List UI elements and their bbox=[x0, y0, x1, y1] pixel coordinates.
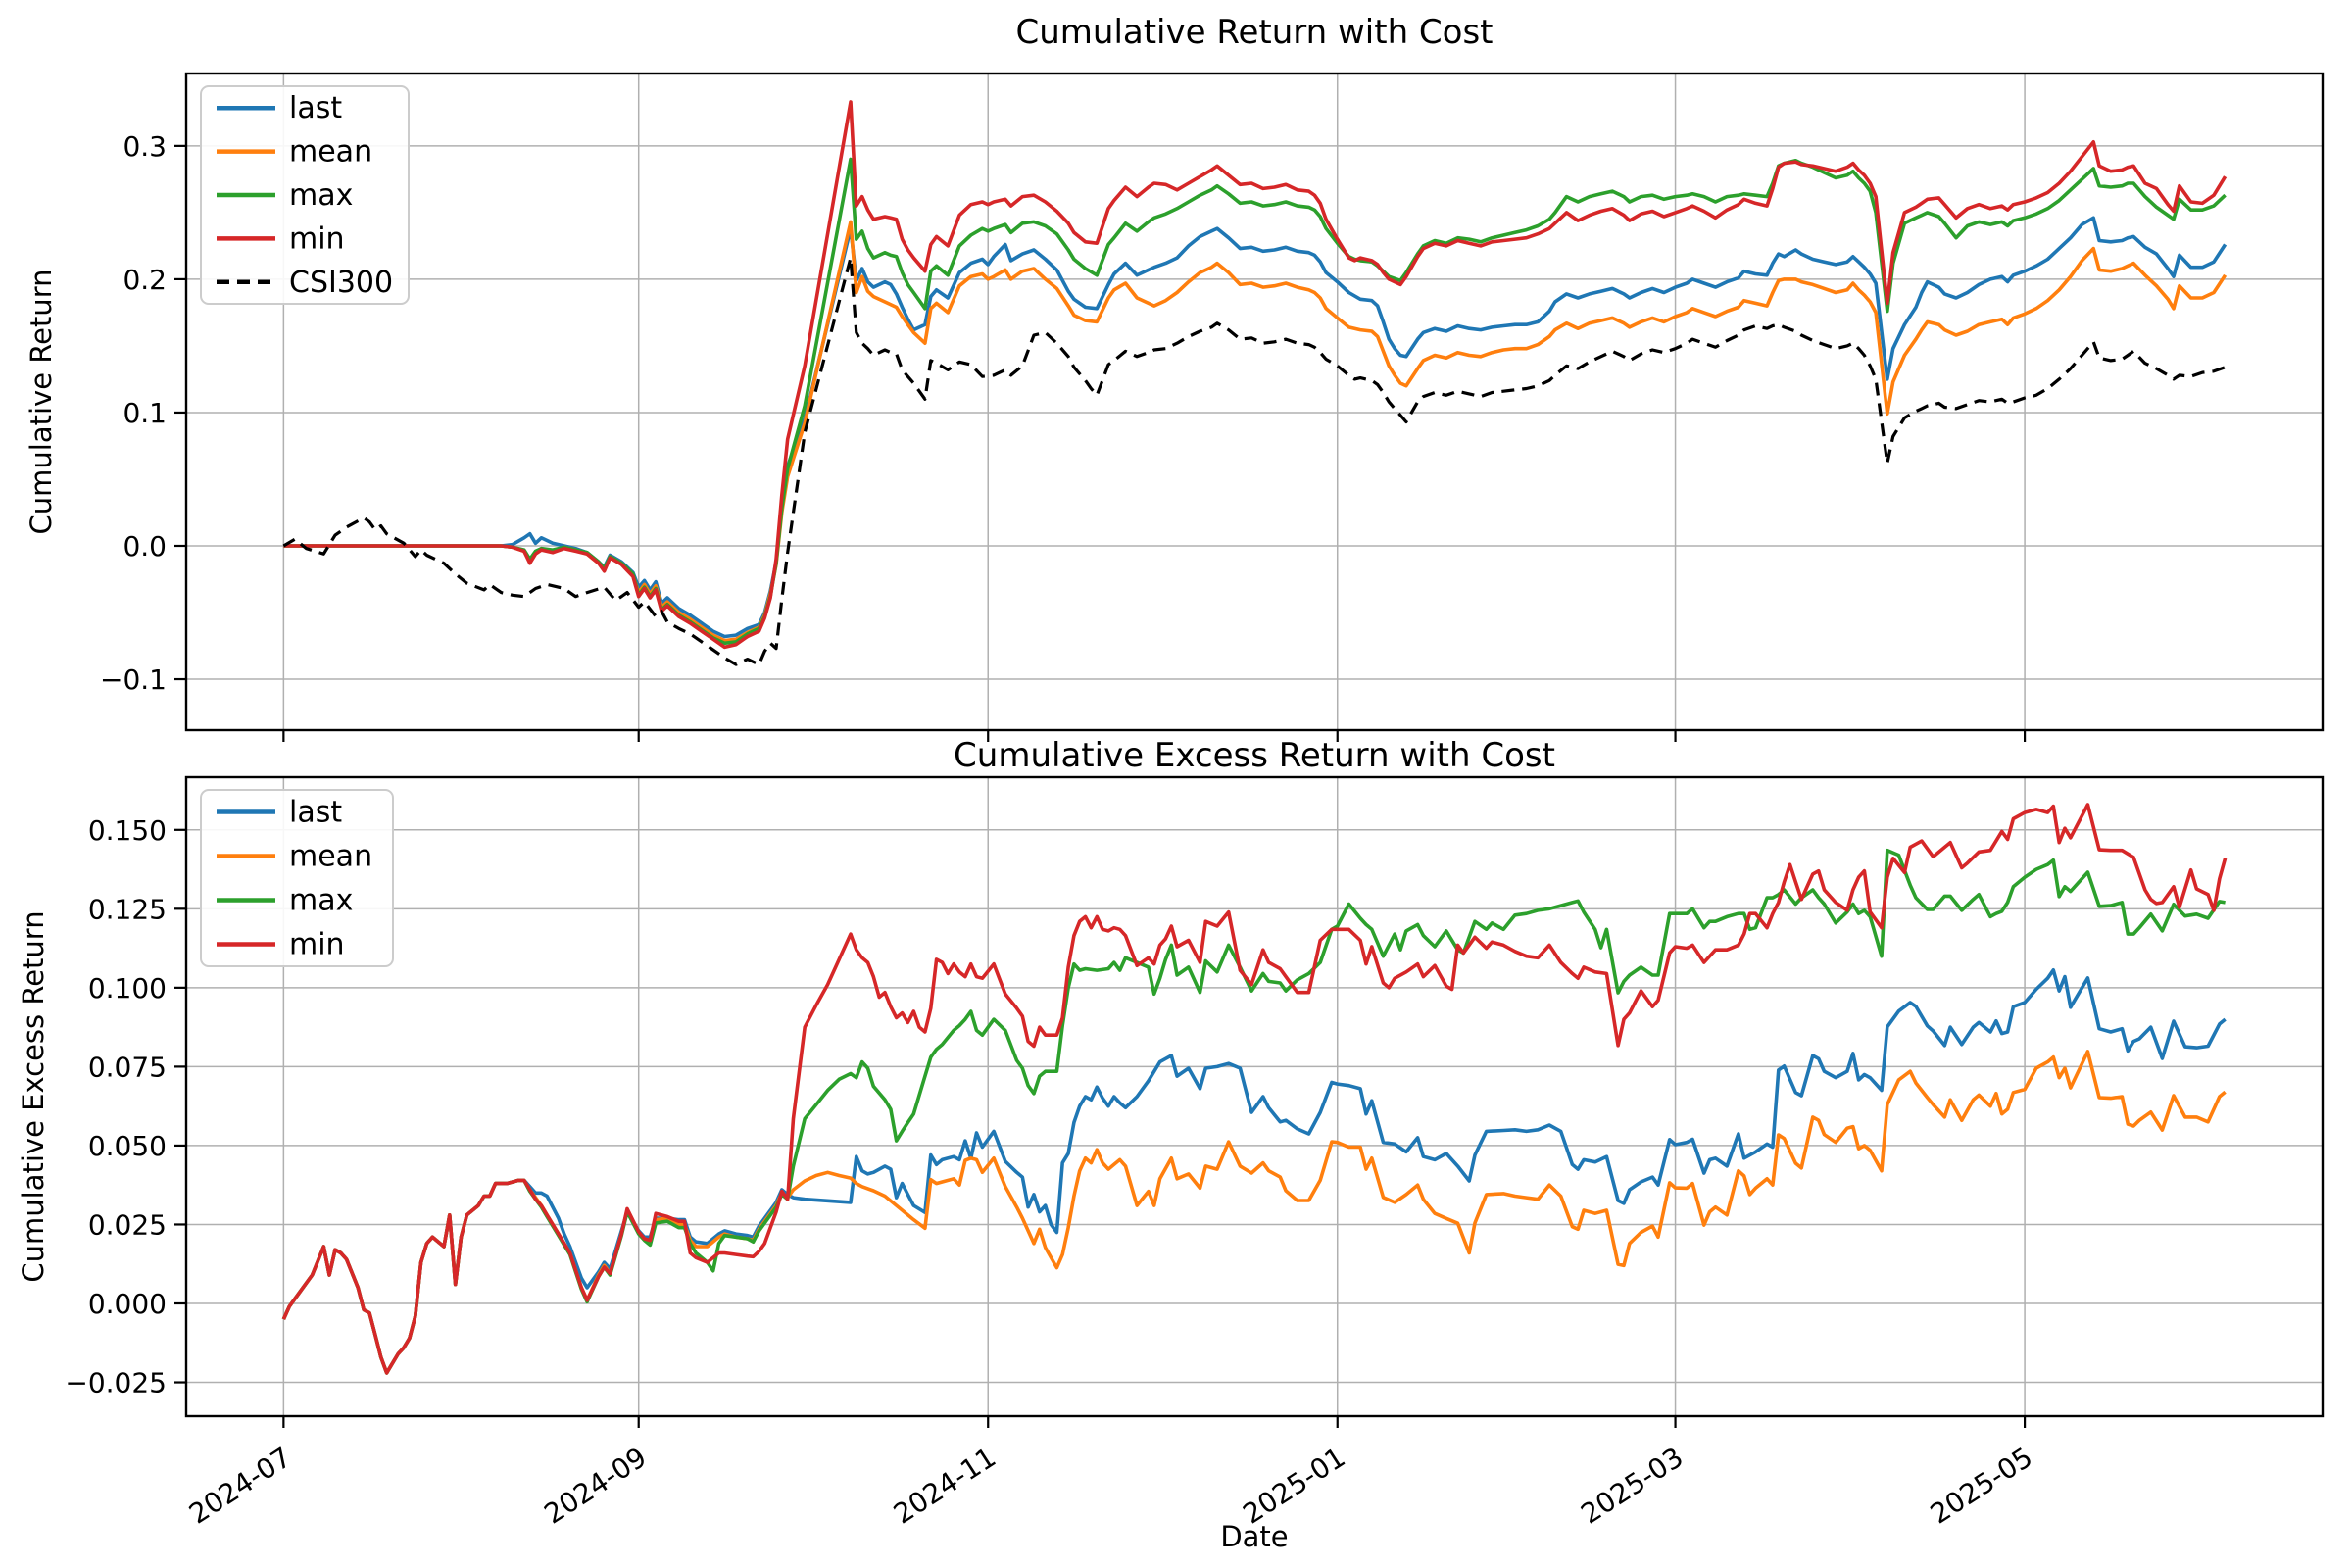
legend-label-max: max bbox=[289, 884, 353, 918]
x-tick-label: 2024-09 bbox=[538, 1441, 652, 1530]
series-line-max bbox=[283, 157, 2227, 646]
x-axis-label: Date bbox=[1220, 1520, 1288, 1553]
ticks bbox=[174, 828, 2027, 1428]
series-line-min bbox=[283, 100, 2228, 650]
legend-label-mean: mean bbox=[289, 135, 372, 170]
series-layer bbox=[281, 803, 2228, 1375]
legend: last mean max min CSI300 bbox=[200, 85, 410, 305]
x-tick-label: 2025-03 bbox=[1575, 1441, 1689, 1530]
legend-label-last: last bbox=[289, 91, 342, 125]
series-line-min bbox=[281, 803, 2228, 1375]
y-tick-label: 0.0 bbox=[122, 530, 167, 563]
series-line-last bbox=[281, 967, 2227, 1375]
legend-box bbox=[200, 85, 410, 305]
x-tick-label: 2024-11 bbox=[888, 1441, 1002, 1530]
series-line-max bbox=[281, 848, 2226, 1375]
y-tick-label: −0.025 bbox=[65, 1367, 167, 1399]
legend-label-max: max bbox=[289, 178, 353, 213]
y-tick-label: 0.3 bbox=[122, 130, 167, 163]
bottom-chart: 0.150 0.125 0.100 0.075 0.050 0.025 0.000 −0.02… bbox=[65, 775, 2325, 1531]
y-tick-label: 0.100 bbox=[88, 972, 167, 1004]
legend-label-min: min bbox=[289, 221, 345, 256]
x-tick-label: 2025-01 bbox=[1237, 1441, 1350, 1530]
grid bbox=[186, 74, 2323, 730]
y-tick-label: 0.075 bbox=[88, 1051, 167, 1083]
top-y-axis-label: Cumulative Return bbox=[24, 270, 58, 535]
legend-box bbox=[200, 789, 394, 967]
legend-label-mean: mean bbox=[289, 840, 372, 874]
x-tick-label: 2024-07 bbox=[183, 1441, 297, 1530]
legend: last mean max min bbox=[200, 789, 394, 967]
series-line-csi300 bbox=[282, 256, 2227, 666]
bottom-chart-title: Cumulative Excess Return with Cost bbox=[954, 736, 1555, 775]
x-tick-label: 2025-05 bbox=[1925, 1441, 2038, 1530]
y-tick-label: 0.125 bbox=[88, 893, 167, 925]
series-line-mean bbox=[281, 1050, 2227, 1375]
series-layer bbox=[282, 100, 2228, 666]
y-tick-label: 0.150 bbox=[88, 814, 167, 847]
grid bbox=[186, 777, 2323, 1416]
top-chart: 0.3 0.2 0.1 0.0 −0.1 last mean max min CSI300 bbox=[100, 72, 2325, 742]
y-tick-label: 0.050 bbox=[88, 1130, 167, 1162]
legend-label-csi300: CSI300 bbox=[289, 266, 393, 300]
y-tick-label: 0.1 bbox=[122, 397, 167, 429]
bottom-y-axis-label: Cumulative Excess Return bbox=[17, 910, 50, 1282]
ticks bbox=[174, 144, 2027, 742]
axes-frame bbox=[184, 775, 2325, 1418]
series-line-last bbox=[283, 216, 2228, 639]
axes-frame bbox=[184, 72, 2325, 732]
y-tick-label: 0.025 bbox=[88, 1208, 167, 1241]
legend-label-min: min bbox=[289, 928, 345, 962]
y-tick-label: −0.1 bbox=[100, 663, 167, 696]
y-tick-label: 0.000 bbox=[88, 1288, 167, 1320]
legend-label-last: last bbox=[289, 796, 342, 830]
top-chart-title: Cumulative Return with Cost bbox=[1015, 13, 1493, 52]
y-tick-label: 0.2 bbox=[122, 264, 167, 296]
